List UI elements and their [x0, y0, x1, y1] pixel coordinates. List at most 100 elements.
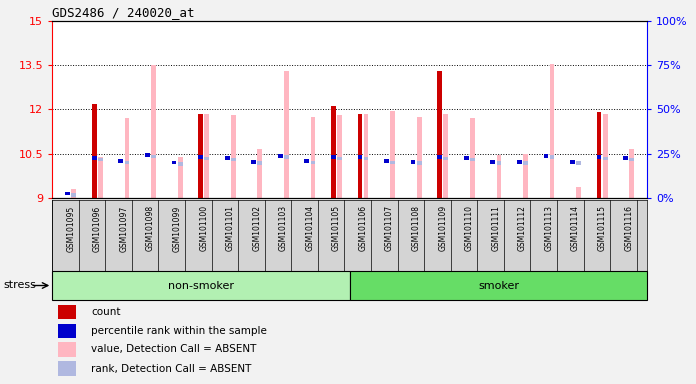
Bar	[437, 156, 442, 159]
Text: GSM101100: GSM101100	[199, 205, 208, 252]
Text: GSM101108: GSM101108	[411, 205, 420, 252]
Bar	[523, 154, 528, 198]
Bar	[58, 323, 76, 338]
Bar	[145, 153, 150, 157]
Bar	[411, 160, 416, 164]
Text: GSM101102: GSM101102	[252, 205, 261, 252]
Bar	[151, 65, 156, 198]
Bar	[629, 158, 634, 161]
Bar	[603, 157, 608, 161]
Text: value, Detection Call = ABSENT: value, Detection Call = ABSENT	[91, 344, 256, 354]
Bar	[358, 156, 363, 159]
Bar	[390, 161, 395, 164]
Bar	[284, 71, 289, 198]
Text: count: count	[91, 307, 120, 317]
Bar	[304, 159, 309, 163]
Bar	[337, 115, 342, 198]
Bar	[52, 271, 349, 300]
Text: GSM101104: GSM101104	[306, 205, 315, 252]
Bar	[570, 160, 575, 164]
Bar	[331, 106, 335, 198]
Text: GSM101098: GSM101098	[146, 205, 155, 252]
Text: non-smoker: non-smoker	[168, 280, 234, 291]
Text: GSM101112: GSM101112	[518, 205, 527, 251]
Bar	[331, 156, 335, 159]
Bar	[550, 156, 555, 159]
Text: GSM101103: GSM101103	[279, 205, 288, 252]
Bar	[417, 161, 422, 165]
Bar	[92, 104, 97, 198]
Bar	[349, 271, 647, 300]
Bar	[517, 160, 522, 164]
Bar	[125, 118, 129, 198]
Bar	[364, 157, 368, 161]
Bar	[258, 149, 262, 198]
Bar	[72, 193, 77, 197]
Text: smoker: smoker	[478, 280, 519, 291]
Text: GSM101115: GSM101115	[598, 205, 607, 252]
Bar	[198, 156, 203, 159]
Text: rank, Detection Call = ABSENT: rank, Detection Call = ABSENT	[91, 364, 251, 374]
Bar	[98, 157, 103, 198]
Bar	[310, 117, 315, 198]
Bar	[198, 114, 203, 198]
Bar	[310, 161, 315, 164]
Bar	[443, 114, 448, 198]
Text: GSM101101: GSM101101	[226, 205, 235, 252]
Bar	[258, 161, 262, 165]
Bar	[576, 161, 581, 165]
Bar	[576, 187, 581, 198]
Text: GSM101106: GSM101106	[358, 205, 367, 252]
Text: stress: stress	[3, 280, 36, 290]
Bar	[92, 156, 97, 160]
Bar	[98, 158, 103, 161]
Bar	[496, 155, 501, 198]
Bar	[231, 158, 236, 161]
Bar	[596, 113, 601, 198]
Bar	[464, 156, 468, 160]
Bar	[118, 159, 123, 163]
Bar	[384, 159, 389, 163]
Bar	[125, 161, 129, 164]
Bar	[437, 71, 442, 198]
Text: GSM101116: GSM101116	[624, 205, 633, 252]
Bar	[496, 161, 501, 165]
Bar	[596, 156, 601, 159]
Bar	[491, 160, 495, 164]
Bar	[390, 111, 395, 198]
Bar	[65, 192, 70, 195]
Bar	[172, 161, 176, 164]
Bar	[177, 157, 182, 198]
Bar	[72, 189, 77, 198]
Text: GSM101105: GSM101105	[332, 205, 341, 252]
Text: GSM101110: GSM101110	[465, 205, 474, 252]
Text: GSM101099: GSM101099	[173, 205, 182, 252]
Bar	[523, 161, 528, 165]
Bar	[550, 64, 555, 198]
Bar	[278, 154, 283, 158]
Bar	[470, 158, 475, 161]
Bar	[231, 115, 236, 198]
Bar	[225, 156, 230, 160]
Bar	[629, 149, 634, 198]
Bar	[205, 114, 209, 198]
Bar	[364, 114, 368, 198]
Bar	[284, 156, 289, 159]
Bar	[544, 154, 548, 158]
Bar	[58, 361, 76, 376]
Text: percentile rank within the sample: percentile rank within the sample	[91, 326, 267, 336]
Bar	[205, 157, 209, 161]
Bar	[177, 162, 182, 166]
Text: GSM101113: GSM101113	[544, 205, 553, 252]
Text: GSM101096: GSM101096	[93, 205, 102, 252]
Bar	[151, 155, 156, 158]
Text: GSM101109: GSM101109	[438, 205, 448, 252]
Text: GSM101107: GSM101107	[385, 205, 394, 252]
Bar	[337, 157, 342, 161]
Text: GSM101114: GSM101114	[571, 205, 580, 252]
Bar	[358, 114, 363, 198]
Text: GSM101097: GSM101097	[120, 205, 129, 252]
Bar	[470, 118, 475, 198]
Bar	[417, 117, 422, 198]
Bar	[623, 156, 628, 160]
